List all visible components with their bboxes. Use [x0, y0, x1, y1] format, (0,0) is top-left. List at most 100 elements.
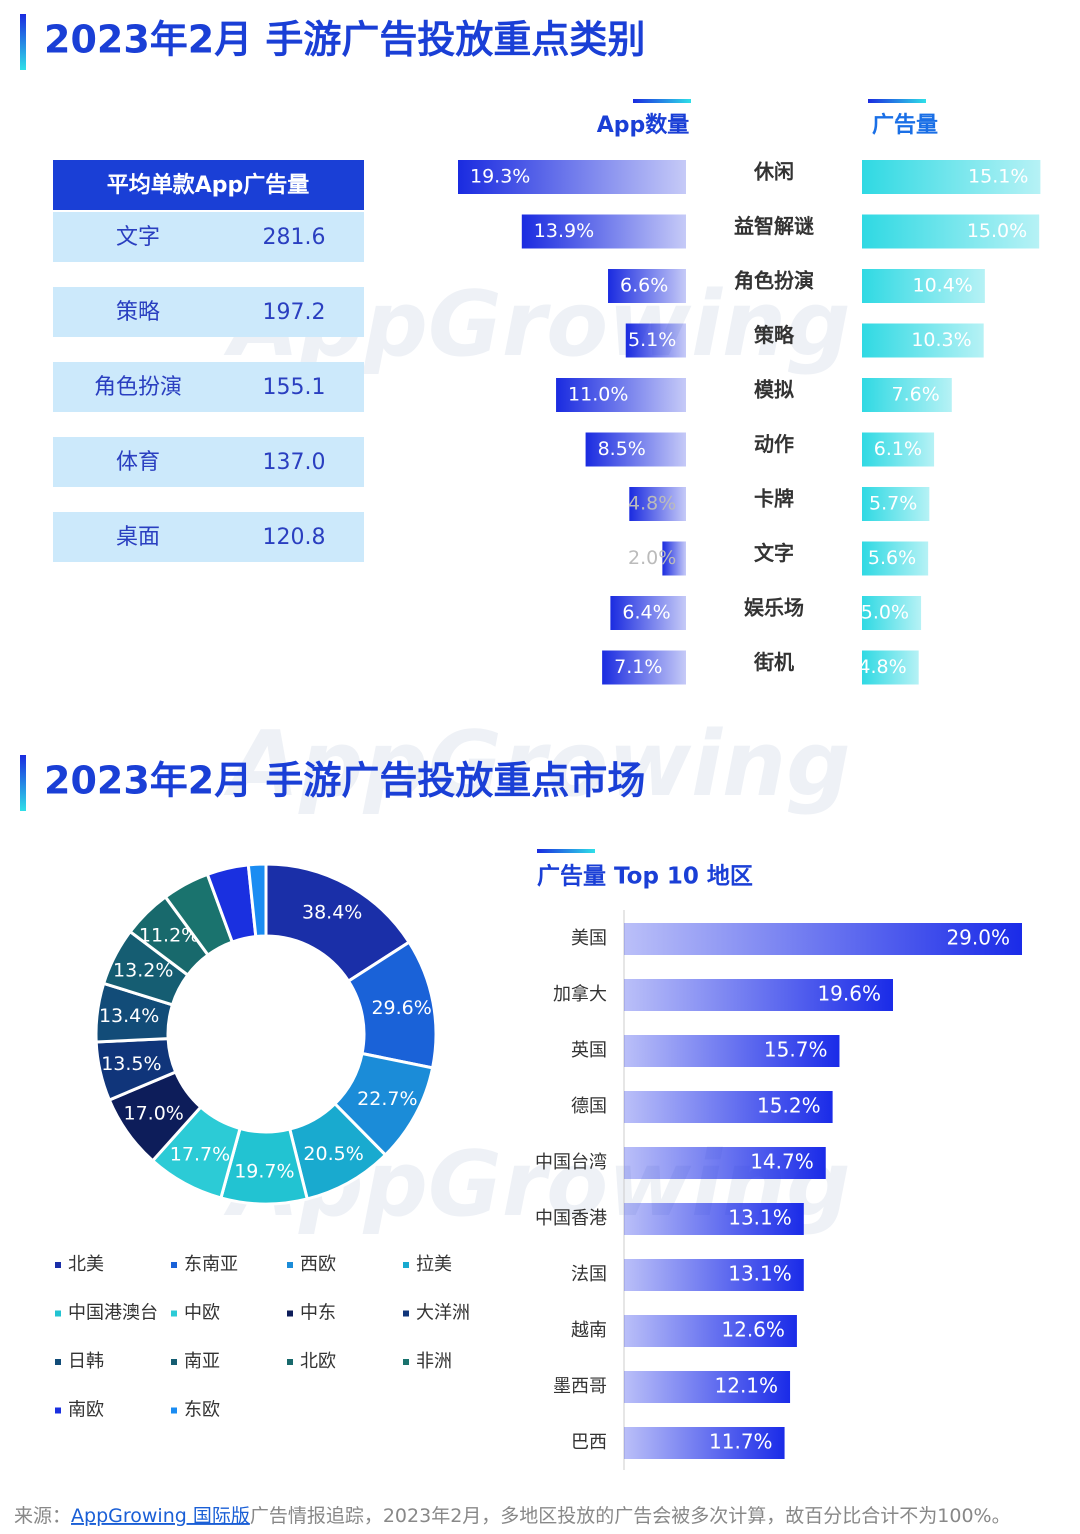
value-label: 17.0%: [124, 1103, 184, 1125]
value-label: 13.1%: [728, 1262, 792, 1286]
watermark: AppGrowing: [223, 712, 850, 817]
legend-label: 中欧: [184, 1303, 220, 1324]
bar: [862, 378, 952, 412]
value-label: 15.7%: [764, 1038, 828, 1062]
legend-label: 东南亚: [184, 1254, 238, 1275]
bar: [610, 596, 686, 630]
bar: [624, 1147, 826, 1179]
bar: [624, 1371, 791, 1403]
title-bar: [20, 755, 26, 811]
value-label: 13.5%: [101, 1053, 161, 1075]
bar: [862, 432, 935, 467]
bar: [862, 650, 919, 685]
legend-swatch: [403, 1359, 409, 1365]
value-label: 5.1%: [628, 329, 676, 351]
bar: [625, 323, 686, 358]
value-label: 5.6%: [868, 547, 916, 569]
bar: [624, 1315, 797, 1347]
bar: [624, 1259, 804, 1291]
footer-link[interactable]: AppGrowing 国际版: [71, 1505, 250, 1527]
bar: [629, 487, 686, 521]
legend-swatch: [55, 1262, 61, 1268]
category-label: 法国: [571, 1264, 607, 1285]
bar: [662, 541, 686, 576]
bar: [862, 541, 929, 576]
category-label: 休闲: [753, 160, 794, 184]
value-label: 19.6%: [817, 982, 881, 1006]
value-label: 20.5%: [303, 1143, 363, 1165]
value-label: 19.7%: [234, 1160, 294, 1182]
bar: [862, 323, 984, 358]
category-label: 中国香港: [535, 1208, 607, 1229]
table-row-bg: [53, 512, 364, 562]
value-label: 2.0%: [628, 547, 676, 569]
value-label: 22.7%: [357, 1088, 417, 1110]
donut-slice: [246, 862, 268, 939]
legend-swatch: [287, 1262, 293, 1268]
category-label: 德国: [571, 1096, 607, 1117]
value-label: 4.8%: [628, 493, 676, 515]
bar: [624, 1035, 840, 1067]
table-row-bg: [53, 212, 364, 262]
legend-swatch: [171, 1407, 177, 1414]
category-label: 角色扮演: [734, 269, 814, 293]
category-label: 街机: [753, 650, 794, 674]
legend-swatch: [55, 1407, 61, 1414]
category-label: 模拟: [754, 378, 794, 402]
legend-label: 北欧: [300, 1351, 336, 1372]
value-label: 10.3%: [911, 329, 971, 351]
chart-title: 广告量 Top 10 地区: [537, 863, 753, 890]
category-label: 巴西: [571, 1432, 607, 1453]
legend-label: 拉美: [416, 1254, 452, 1275]
table-cell: 角色扮演: [94, 375, 182, 400]
category-label: 美国: [571, 928, 607, 949]
bar: [624, 1091, 833, 1123]
bar: [521, 214, 686, 249]
legend-label: 南欧: [68, 1400, 104, 1421]
value-label: 7.6%: [892, 384, 940, 406]
legend-label: App数量: [597, 112, 690, 138]
legend-swatch: [403, 1262, 409, 1268]
value-label: 13.9%: [534, 220, 594, 242]
legend-swatch: [55, 1359, 61, 1365]
category-label: 英国: [571, 1040, 607, 1061]
legend-swatch: [403, 1310, 409, 1317]
value-label: 15.2%: [757, 1094, 821, 1118]
category-label: 卡牌: [754, 487, 794, 511]
value-label: 12.1%: [715, 1374, 779, 1398]
table-row-bg: [53, 362, 364, 412]
legend-swatch: [287, 1310, 293, 1317]
footer-text: 广告情报追踪，2023年2月，多地区投放的广告会被多次计算，故百分比合计不为10…: [250, 1505, 1011, 1527]
value-label: 11.2%: [139, 924, 199, 946]
legend-swatch: [171, 1262, 177, 1268]
legend-label: 北美: [68, 1254, 104, 1275]
footer-prefix: 来源：: [14, 1505, 71, 1527]
table-cell: 137.0: [263, 450, 326, 475]
bar: [862, 214, 1040, 249]
category-label: 中国台湾: [535, 1152, 607, 1173]
table-cell: 桌面: [116, 525, 160, 550]
value-label: 29.6%: [371, 997, 431, 1019]
value-label: 13.1%: [728, 1206, 792, 1230]
value-label: 6.4%: [622, 602, 670, 624]
category-label: 益智解谜: [734, 214, 814, 238]
value-label: 17.7%: [170, 1144, 230, 1166]
legend-label: 西欧: [300, 1254, 336, 1275]
category-label: 加拿大: [553, 983, 607, 1005]
value-label: 12.6%: [721, 1318, 785, 1342]
section-title: 2023年2月 手游广告投放重点市场: [44, 759, 645, 803]
category-label: 文字: [754, 541, 794, 565]
table-row-bg: [53, 287, 364, 337]
bar: [556, 378, 686, 412]
value-label: 14.7%: [750, 1150, 814, 1174]
legend-label: 大洋洲: [416, 1303, 470, 1324]
title-line: [537, 849, 595, 853]
bar: [862, 269, 985, 303]
table-header: 平均单款App广告量: [107, 172, 310, 198]
value-label: 11.7%: [709, 1430, 773, 1454]
legend-label: 日韩: [68, 1351, 104, 1372]
bar: [624, 1203, 804, 1235]
category-label: 动作: [754, 432, 794, 456]
category-label: 越南: [571, 1320, 607, 1341]
